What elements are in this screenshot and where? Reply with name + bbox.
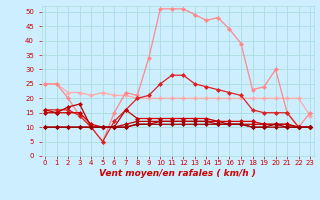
X-axis label: Vent moyen/en rafales ( km/h ): Vent moyen/en rafales ( km/h ) [99, 169, 256, 178]
